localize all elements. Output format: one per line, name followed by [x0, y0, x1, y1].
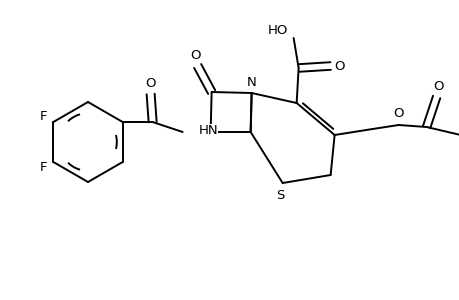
- Text: O: O: [334, 59, 344, 73]
- Text: S: S: [276, 188, 284, 202]
- Text: N: N: [246, 76, 256, 88]
- Text: O: O: [145, 76, 156, 89]
- Text: HN: HN: [198, 124, 218, 136]
- Text: O: O: [190, 49, 201, 62]
- Text: F: F: [39, 160, 47, 173]
- Text: O: O: [392, 106, 403, 119]
- Text: O: O: [432, 80, 443, 92]
- Text: F: F: [39, 110, 47, 122]
- Text: HO: HO: [267, 23, 287, 37]
